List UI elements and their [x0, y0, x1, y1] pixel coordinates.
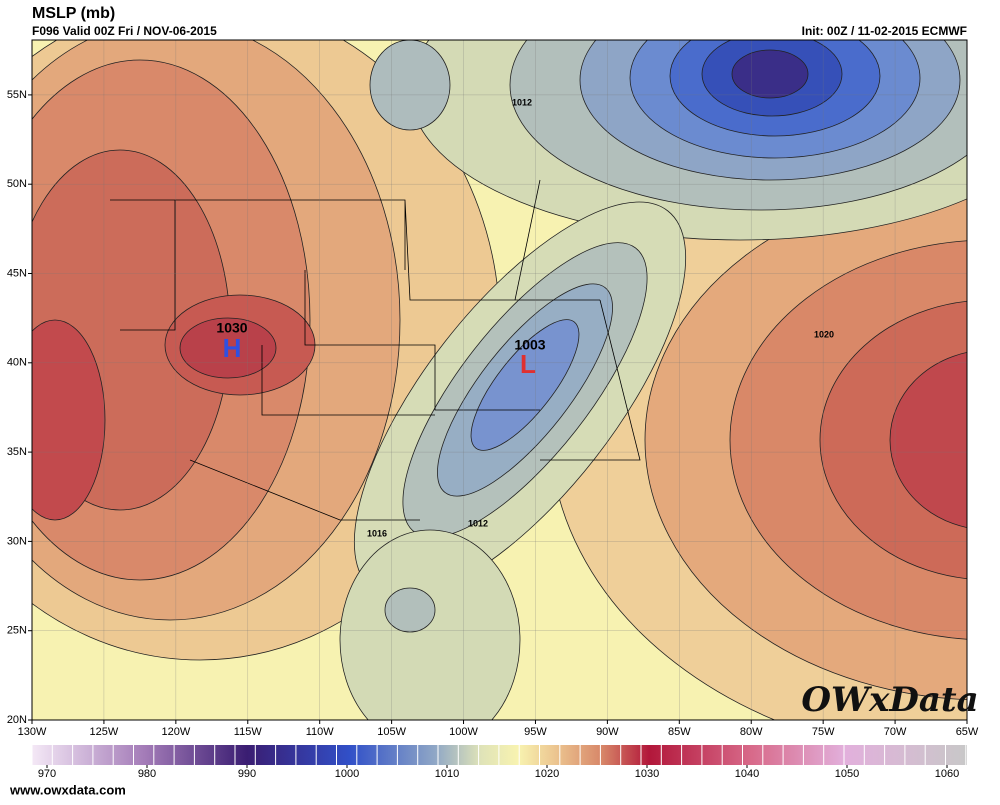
- lon-label: 70W: [884, 726, 907, 738]
- contour-label: 1012: [468, 518, 488, 528]
- colorbar-label: 1030: [635, 768, 659, 780]
- logo: OWxData: [801, 680, 978, 720]
- lon-label: 65W: [956, 726, 979, 738]
- contour-label: 1003: [514, 337, 545, 353]
- lon-label: 110W: [306, 726, 335, 738]
- colorbar: [32, 745, 967, 765]
- lon-label: 115W: [234, 726, 263, 738]
- pressure-field: [32, 40, 967, 720]
- map-frame: [31, 39, 968, 721]
- lon-label: 95W: [524, 726, 547, 738]
- graticule: [28, 40, 968, 724]
- lon-label: 100W: [449, 726, 478, 738]
- lat-label: 25N: [7, 625, 27, 637]
- colorbar-dividers: [31, 745, 967, 765]
- lon-label: 105W: [377, 726, 406, 738]
- lon-label: 80W: [740, 726, 763, 738]
- high-marker: H: [223, 333, 242, 363]
- contour-label: 1012: [512, 97, 532, 107]
- lat-label: 55N: [7, 89, 27, 101]
- lat-label: 35N: [7, 446, 27, 458]
- colorbar-label: 1040: [735, 768, 759, 780]
- colorbar-label: 1020: [535, 768, 559, 780]
- lon-label: 90W: [596, 726, 619, 738]
- colorbar-label: 1060: [935, 768, 959, 780]
- low-marker: L: [520, 349, 536, 379]
- colorbar-label: 970: [38, 768, 56, 780]
- init-time: Init: 00Z / 11-02-2015 ECMWF: [802, 24, 967, 38]
- footer-url: www.owxdata.com: [9, 782, 126, 797]
- lat-label: 45N: [7, 267, 27, 279]
- contour-label: 1020: [814, 329, 834, 339]
- colorbar-label: 1010: [435, 768, 459, 780]
- lon-label: 85W: [668, 726, 691, 738]
- title: MSLP (mb): [32, 5, 115, 22]
- colorbar-label: 1000: [335, 768, 359, 780]
- lon-label: 120W: [161, 726, 190, 738]
- lon-label: 75W: [812, 726, 835, 738]
- contour-label: 1030: [216, 320, 247, 336]
- colorbar-label: 990: [238, 768, 256, 780]
- lon-label: 130W: [18, 726, 47, 738]
- lat-label: 40N: [7, 357, 27, 369]
- valid-time: F096 Valid 00Z Fri / NOV-06-2015: [32, 24, 217, 38]
- colorbar-label: 1050: [835, 768, 859, 780]
- lon-label: 125W: [90, 726, 119, 738]
- colorbar-label: 980: [138, 768, 156, 780]
- lat-label: 30N: [7, 535, 27, 547]
- lat-label: 50N: [7, 178, 27, 190]
- lat-label: 20N: [7, 714, 27, 726]
- contour-label: 1016: [367, 528, 387, 538]
